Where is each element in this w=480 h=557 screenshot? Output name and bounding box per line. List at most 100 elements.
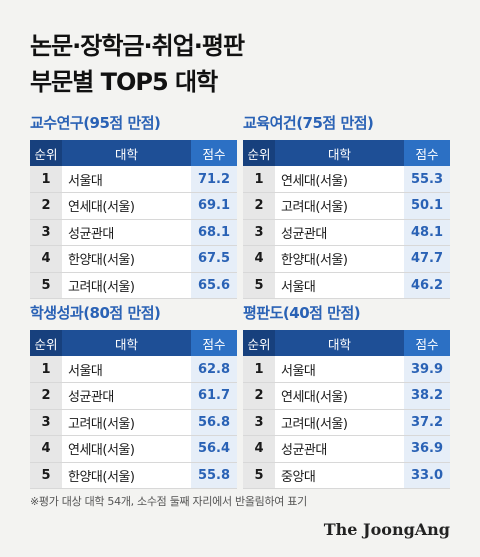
rank-cell: 2 bbox=[30, 192, 62, 220]
table-row: 3 성균관대 48.1 bbox=[243, 219, 450, 246]
score-cell: 55.3 bbox=[404, 166, 450, 193]
rank-header: 순위 bbox=[30, 140, 62, 166]
university-cell: 서울대 bbox=[62, 166, 191, 193]
score-cell: 62.8 bbox=[191, 356, 237, 383]
university-cell: 서울대 bbox=[62, 356, 191, 383]
panel-title: 교수연구(95점 만점) bbox=[30, 114, 161, 132]
score-cell: 46.2 bbox=[404, 272, 450, 299]
university-header: 대학 bbox=[114, 146, 138, 162]
university-header: 대학 bbox=[327, 146, 351, 162]
score-header: 점수 bbox=[191, 140, 237, 166]
score-cell: 61.7 bbox=[191, 382, 237, 410]
rank-cell: 1 bbox=[243, 166, 275, 193]
rank-header: 순위 bbox=[243, 140, 275, 166]
university-cell: 연세대(서울) bbox=[275, 166, 404, 193]
rank-cell: 1 bbox=[243, 356, 275, 383]
university-cell: 서울대 bbox=[275, 356, 404, 383]
university-cell: 성균관대 bbox=[62, 219, 191, 246]
university-cell: 한양대(서울) bbox=[62, 245, 191, 273]
rank-cell: 3 bbox=[30, 219, 62, 246]
table-row: 1 연세대(서울) 55.3 bbox=[243, 166, 450, 193]
university-cell: 성균관대 bbox=[62, 382, 191, 410]
rank-cell: 3 bbox=[243, 409, 275, 436]
panel-title: 평판도(40점 만점) bbox=[243, 304, 361, 322]
rank-cell: 4 bbox=[30, 245, 62, 273]
score-cell: 55.8 bbox=[191, 462, 237, 489]
footnote: ※평가 대상 대학 54개, 소수점 둘째 자리에서 반올림하여 표기 bbox=[30, 495, 307, 508]
table-header-row: 순위 대학 점수 bbox=[30, 330, 237, 356]
university-header: 대학 bbox=[114, 336, 138, 352]
score-header: 점수 bbox=[404, 330, 450, 356]
rank-cell: 5 bbox=[30, 462, 62, 489]
table-row: 3 고려대(서울) 37.2 bbox=[243, 409, 450, 436]
table-header-row: 순위 대학 점수 bbox=[30, 140, 237, 166]
score-cell: 68.1 bbox=[191, 219, 237, 246]
rank-cell: 4 bbox=[243, 245, 275, 273]
ranking-table: 순위 대학 점수 1 서울대 71.2 2 연세대(서울) 69.1 3 성균관대 68.1 4 한… bbox=[30, 140, 237, 299]
table-row: 5 중앙대 33.0 bbox=[243, 462, 450, 489]
table-row: 5 한양대(서울) 55.8 bbox=[30, 462, 237, 489]
rank-cell: 1 bbox=[30, 356, 62, 383]
score-header: 점수 bbox=[191, 330, 237, 356]
page-title: 논문·장학금·취업·평판 부문별 TOP5 대학 bbox=[30, 28, 245, 100]
score-cell: 33.0 bbox=[404, 462, 450, 489]
table-header-row: 순위 대학 점수 bbox=[243, 330, 450, 356]
table-row: 2 연세대(서울) 69.1 bbox=[30, 192, 237, 220]
ranking-table: 순위 대학 점수 1 연세대(서울) 55.3 2 고려대(서울) 50.1 3 성균관대 48… bbox=[243, 140, 450, 299]
panel-title: 학생성과(80점 만점) bbox=[30, 304, 161, 322]
table-row: 3 성균관대 68.1 bbox=[30, 219, 237, 246]
panel-student-outcomes: 학생성과(80점 만점) 순위 대학 점수 1 서울대 62.8 2 성균관대 61.7 3… bbox=[30, 302, 237, 489]
rank-cell: 1 bbox=[30, 166, 62, 193]
score-cell: 39.9 bbox=[404, 356, 450, 383]
table-row: 2 고려대(서울) 50.1 bbox=[243, 192, 450, 220]
score-cell: 56.8 bbox=[191, 409, 237, 436]
rank-cell: 5 bbox=[243, 462, 275, 489]
score-cell: 65.6 bbox=[191, 272, 237, 299]
university-cell: 중앙대 bbox=[275, 462, 404, 489]
university-cell: 서울대 bbox=[275, 272, 404, 299]
university-cell: 성균관대 bbox=[275, 219, 404, 246]
table-row: 1 서울대 39.9 bbox=[243, 356, 450, 383]
university-cell: 고려대(서울) bbox=[275, 192, 404, 220]
university-header: 대학 bbox=[327, 336, 351, 352]
ranking-table: 순위 대학 점수 1 서울대 62.8 2 성균관대 61.7 3 고려대(서울) 56.8 4 연… bbox=[30, 330, 237, 489]
table-row: 1 서울대 62.8 bbox=[30, 356, 237, 383]
table-row: 4 한양대(서울) 47.7 bbox=[243, 245, 450, 273]
rank-header: 순위 bbox=[30, 330, 62, 356]
table-row: 3 고려대(서울) 56.8 bbox=[30, 409, 237, 436]
table-row: 2 연세대(서울) 38.2 bbox=[243, 382, 450, 410]
score-cell: 47.7 bbox=[404, 245, 450, 273]
title-line-2: 부문별 TOP5 대학 bbox=[30, 68, 218, 96]
table-row: 5 고려대(서울) 65.6 bbox=[30, 272, 237, 299]
table-row: 4 한양대(서울) 67.5 bbox=[30, 245, 237, 273]
university-cell: 연세대(서울) bbox=[62, 192, 191, 220]
table-row: 4 연세대(서울) 56.4 bbox=[30, 435, 237, 463]
score-cell: 67.5 bbox=[191, 245, 237, 273]
ranking-table: 순위 대학 점수 1 서울대 39.9 2 연세대(서울) 38.2 3 고려대(서울) 37.… bbox=[243, 330, 450, 489]
score-cell: 37.2 bbox=[404, 409, 450, 436]
score-cell: 56.4 bbox=[191, 435, 237, 463]
rank-cell: 4 bbox=[243, 435, 275, 463]
table-row: 5 서울대 46.2 bbox=[243, 272, 450, 299]
rank-cell: 3 bbox=[30, 409, 62, 436]
university-cell: 한양대(서울) bbox=[275, 245, 404, 273]
university-cell: 연세대(서울) bbox=[62, 435, 191, 463]
rank-cell: 3 bbox=[243, 219, 275, 246]
table-row: 2 성균관대 61.7 bbox=[30, 382, 237, 410]
university-cell: 성균관대 bbox=[275, 435, 404, 463]
score-cell: 36.9 bbox=[404, 435, 450, 463]
panel-reputation: 평판도(40점 만점) 순위 대학 점수 1 서울대 39.9 2 연세대(서울) 38.… bbox=[243, 302, 450, 489]
university-cell: 고려대(서울) bbox=[62, 409, 191, 436]
rank-cell: 5 bbox=[243, 272, 275, 299]
rank-header: 순위 bbox=[243, 330, 275, 356]
score-cell: 50.1 bbox=[404, 192, 450, 220]
rank-cell: 2 bbox=[243, 382, 275, 410]
university-cell: 한양대(서울) bbox=[62, 462, 191, 489]
table-header-row: 순위 대학 점수 bbox=[243, 140, 450, 166]
table-row: 1 서울대 71.2 bbox=[30, 166, 237, 193]
rank-cell: 4 bbox=[30, 435, 62, 463]
score-cell: 69.1 bbox=[191, 192, 237, 220]
panel-education-conditions: 교육여건(75점 만점) 순위 대학 점수 1 연세대(서울) 55.3 2 고려대(서… bbox=[243, 112, 450, 299]
panel-title: 교육여건(75점 만점) bbox=[243, 114, 374, 132]
score-cell: 48.1 bbox=[404, 219, 450, 246]
